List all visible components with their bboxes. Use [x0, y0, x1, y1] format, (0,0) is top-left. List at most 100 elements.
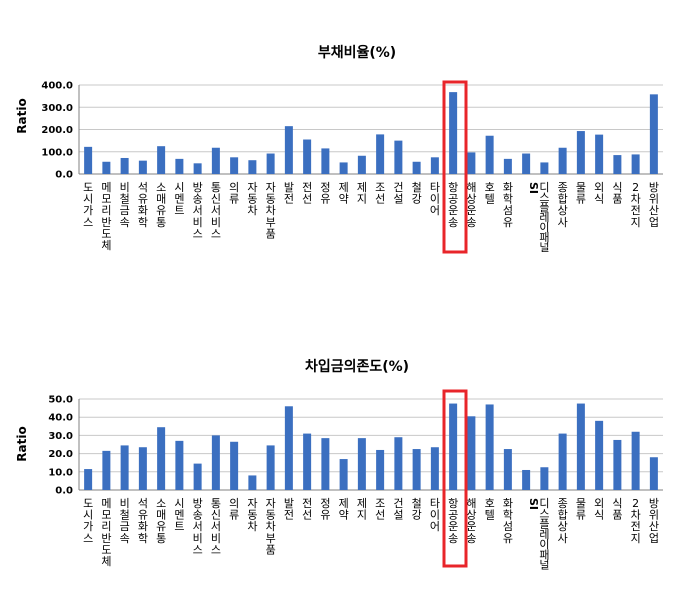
- bar: [284, 126, 293, 174]
- bar: [157, 427, 166, 490]
- bar: [631, 154, 640, 174]
- bar: [248, 475, 257, 490]
- bar: [248, 160, 257, 174]
- bar: [613, 155, 622, 174]
- bar: [467, 152, 476, 174]
- bar: [522, 469, 531, 490]
- bar: [522, 153, 531, 174]
- bar: [503, 158, 512, 174]
- y-tick-label: 40.0: [48, 413, 73, 424]
- bar: [84, 469, 93, 490]
- bar: [595, 420, 604, 490]
- y-tick-label: 0.0: [55, 170, 73, 181]
- y-tick-label: 400.0: [41, 81, 73, 92]
- y-tick-label: 50.0: [48, 395, 73, 406]
- y-tick-label: 10.0: [48, 467, 73, 478]
- bar: [540, 467, 549, 490]
- bar: [193, 163, 202, 174]
- bar: [503, 449, 512, 490]
- bar: [357, 438, 366, 490]
- bar: [467, 416, 476, 490]
- bar: [138, 447, 147, 490]
- bar: [485, 135, 494, 174]
- bar: [394, 437, 403, 490]
- bar: [485, 404, 494, 490]
- y-tick-label: 100.0: [41, 147, 73, 158]
- y-axis-label: Ratio: [15, 98, 29, 133]
- bar: [138, 160, 147, 174]
- y-tick-label: 20.0: [48, 449, 73, 460]
- highlight-box: [442, 389, 468, 568]
- bar: [394, 140, 403, 174]
- chart-title: 부채비율(%): [318, 44, 396, 61]
- bar: [321, 148, 330, 174]
- y-tick-label: 30.0: [48, 431, 73, 442]
- bar: [540, 162, 549, 174]
- category-label: SI: [527, 498, 540, 510]
- bar: [230, 441, 239, 490]
- bar: [412, 161, 421, 174]
- bar: [266, 153, 275, 174]
- bar: [631, 431, 640, 490]
- y-tick-label: 300.0: [41, 103, 73, 114]
- bar: [430, 447, 439, 490]
- bar: [102, 161, 111, 174]
- bar: [211, 435, 220, 490]
- bar: [595, 134, 604, 174]
- bar: [357, 155, 366, 174]
- bar: [649, 94, 658, 174]
- bar: [211, 147, 220, 174]
- y-tick-label: 0.0: [55, 486, 73, 497]
- bar: [576, 403, 585, 490]
- bar: [449, 403, 458, 490]
- bar: [558, 433, 567, 490]
